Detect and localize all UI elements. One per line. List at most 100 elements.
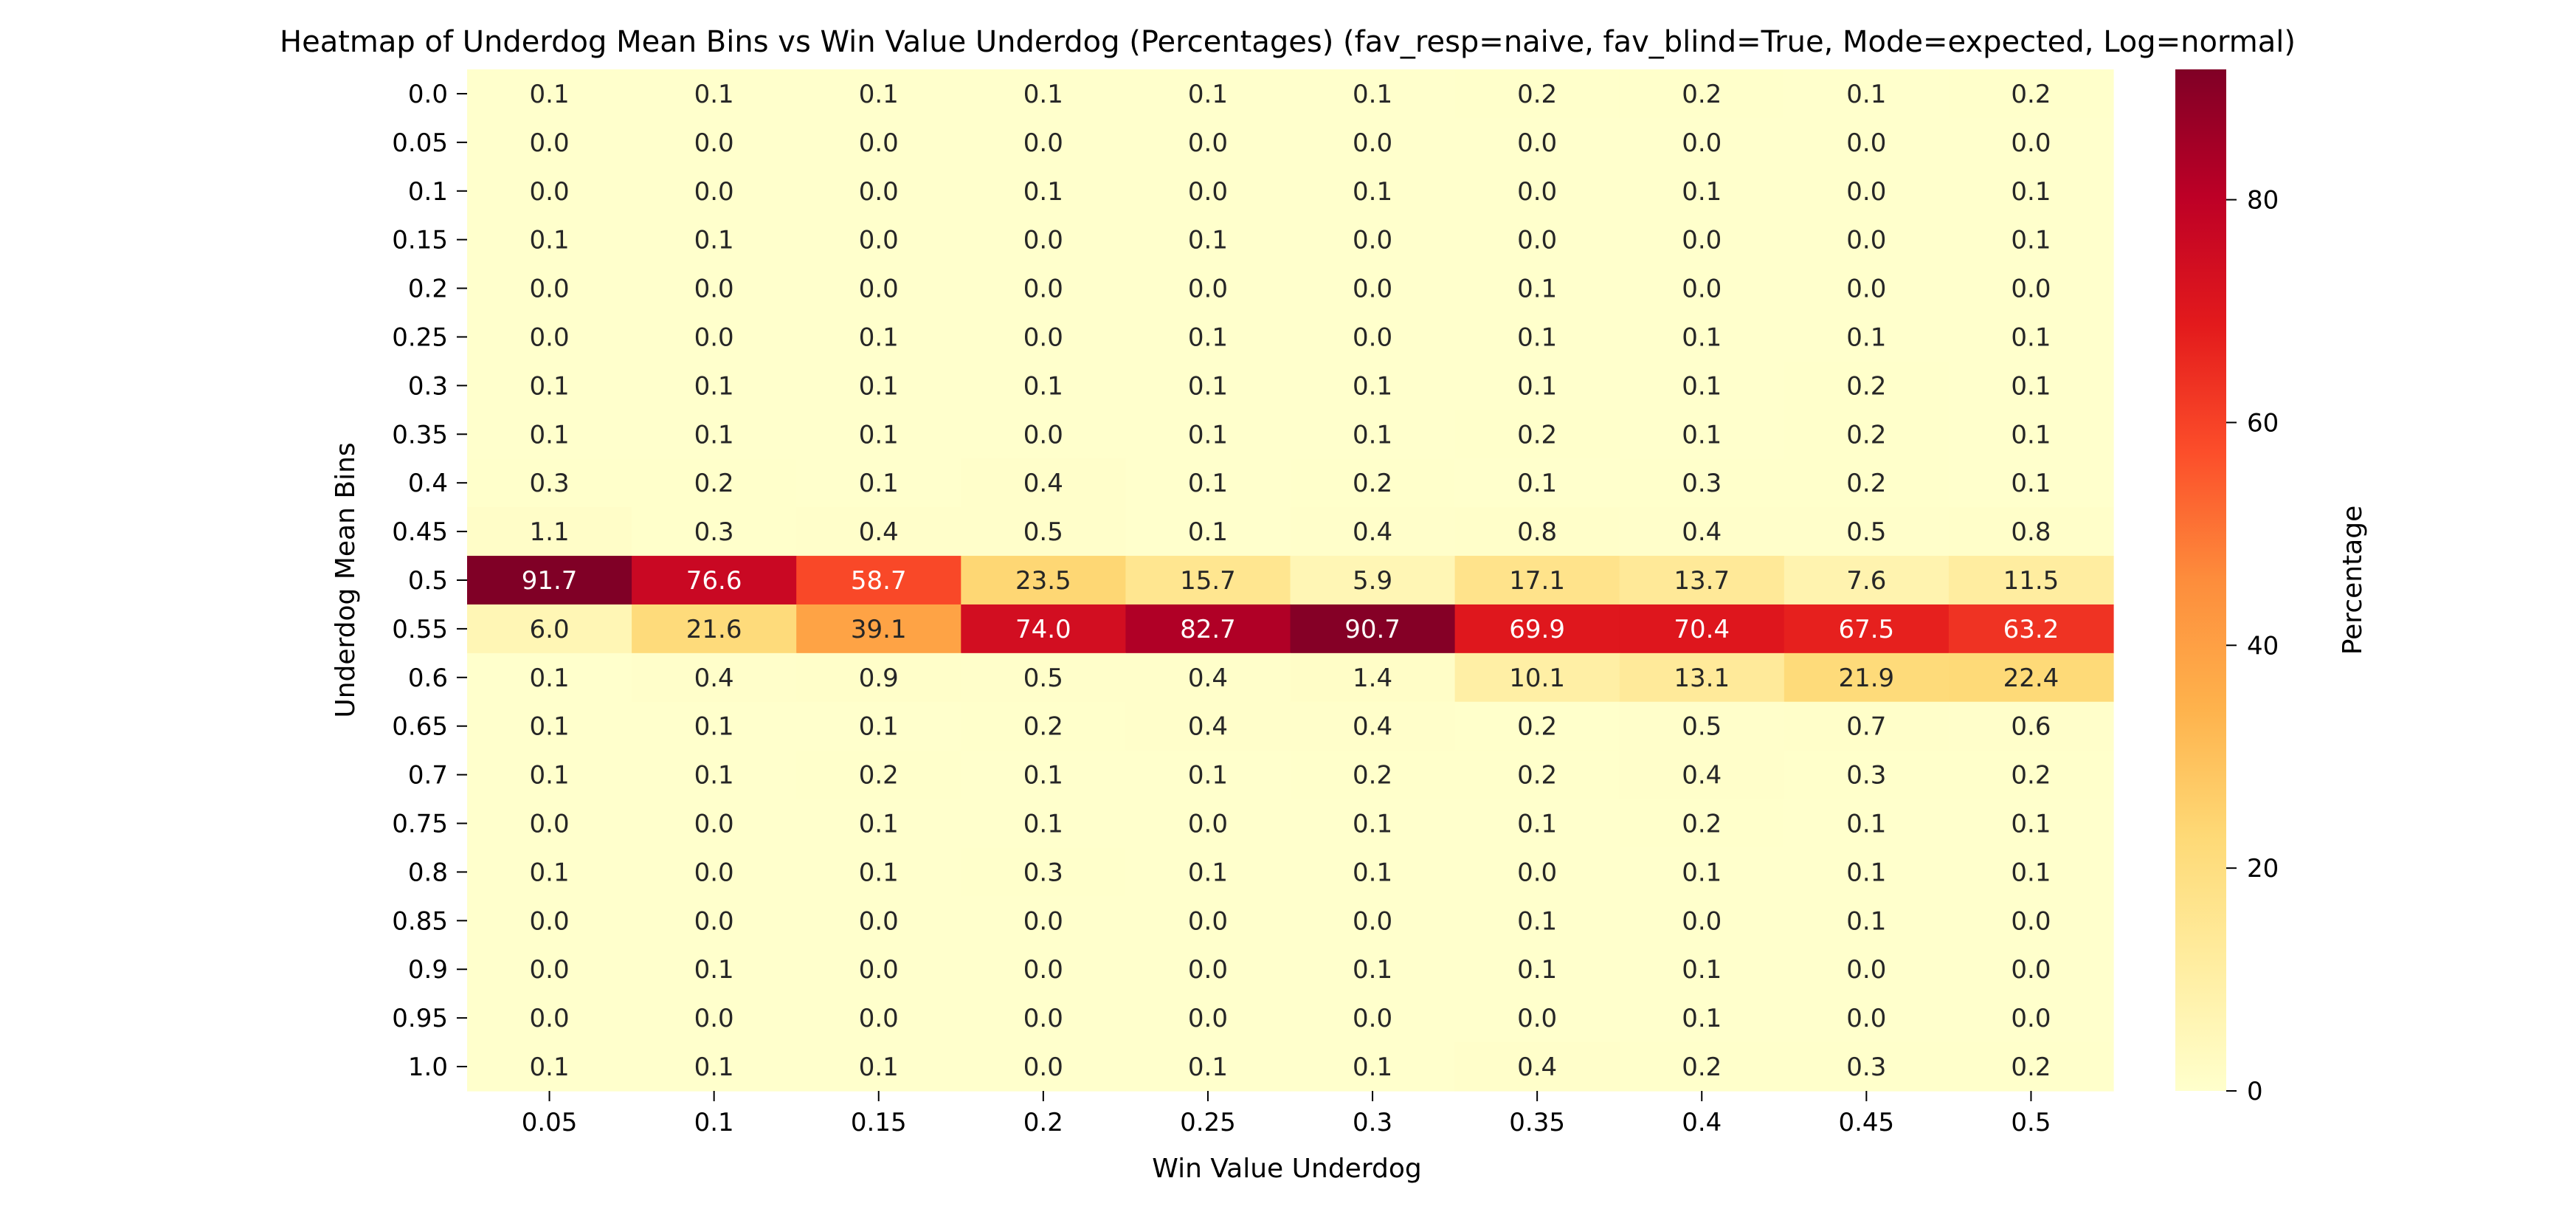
heatmap-cell — [961, 215, 1126, 265]
y-tick-label: 0.4 — [408, 469, 448, 498]
heatmap-cell-label: 0.1 — [1682, 177, 1722, 207]
heatmap-cell — [1948, 945, 2114, 994]
heatmap-cell — [1125, 556, 1291, 605]
heatmap-cell-label: 0.2 — [1023, 712, 1063, 742]
y-tick-label: 0.55 — [392, 615, 448, 644]
heatmap-cell — [1948, 701, 2114, 751]
heatmap-cell — [1290, 507, 1456, 557]
heatmap-cell — [467, 166, 632, 216]
heatmap-cell-label: 0.1 — [1353, 1053, 1392, 1082]
heatmap-cell-label: 0.1 — [1353, 420, 1392, 450]
heatmap-cell — [1619, 945, 1785, 994]
heatmap-cell-label: 0.1 — [1682, 420, 1722, 450]
heatmap-cell — [1783, 410, 1950, 459]
heatmap-cell-label: 58.7 — [851, 566, 907, 596]
heatmap-cell-label: 91.7 — [522, 566, 578, 596]
heatmap-cell — [1125, 799, 1291, 849]
heatmap-cell-label: 0.1 — [1353, 80, 1392, 109]
heatmap-cell — [1783, 652, 1950, 703]
heatmap-cell — [1783, 556, 1950, 605]
heatmap-cell — [632, 312, 797, 362]
heatmap-cell — [1619, 604, 1785, 654]
heatmap-cell — [467, 799, 632, 849]
x-tick-label: 0.15 — [851, 1108, 907, 1137]
heatmap-cell — [1290, 264, 1456, 314]
heatmap-cell — [1290, 701, 1456, 751]
heatmap-cell — [1619, 117, 1785, 168]
heatmap-cell — [961, 361, 1126, 410]
heatmap-cell — [1454, 507, 1620, 557]
heatmap-cell — [632, 701, 797, 751]
heatmap-cell — [1948, 604, 2114, 654]
heatmap-cell-label: 0.2 — [1846, 371, 1886, 401]
heatmap-cell-label: 0.1 — [1023, 177, 1063, 207]
heatmap-cell-label: 0.3 — [1846, 1053, 1886, 1082]
heatmap-cell-label: 0.0 — [859, 128, 899, 158]
heatmap-cell — [1948, 264, 2114, 314]
heatmap-cell — [1290, 410, 1456, 459]
heatmap-cell — [1619, 458, 1785, 508]
x-tick-label: 0.05 — [522, 1108, 578, 1137]
heatmap-cell — [961, 312, 1126, 362]
x-tick-label: 0.1 — [694, 1108, 734, 1137]
heatmap-cell-label: 0.1 — [530, 664, 570, 693]
heatmap-cell-label: 0.1 — [694, 80, 734, 109]
heatmap-cell-label: 39.1 — [851, 615, 907, 644]
heatmap-cell-label: 0.0 — [1846, 226, 1886, 255]
heatmap-cell — [1125, 458, 1291, 508]
heatmap-cell-label: 0.2 — [1682, 1053, 1722, 1082]
heatmap-cell — [1619, 896, 1785, 946]
heatmap-cell — [1948, 69, 2114, 119]
heatmap-cell-label: 0.0 — [530, 128, 570, 158]
heatmap-cell-label: 0.1 — [530, 761, 570, 790]
heatmap-cell — [467, 847, 632, 897]
heatmap-cell — [961, 117, 1126, 168]
heatmap-cell — [1948, 896, 2114, 946]
heatmap-cell-label: 0.1 — [2011, 226, 2051, 255]
heatmap-cell-label: 0.7 — [1846, 712, 1886, 742]
heatmap-cell — [632, 215, 797, 265]
heatmap-cell-label: 23.5 — [1015, 566, 1071, 596]
heatmap-cell — [796, 847, 961, 897]
heatmap-cell-label: 0.0 — [1517, 226, 1557, 255]
heatmap-cell-label: 0.0 — [2011, 275, 2051, 304]
heatmap-cell — [796, 701, 961, 751]
heatmap-cell — [796, 896, 961, 946]
heatmap-cell-label: 0.1 — [530, 1053, 570, 1082]
heatmap-cell — [796, 750, 961, 800]
heatmap-cell-label: 0.0 — [2011, 128, 2051, 158]
heatmap-cell-label: 0.0 — [1846, 177, 1886, 207]
heatmap-cell — [467, 750, 632, 800]
heatmap-cell-label: 0.1 — [1023, 761, 1063, 790]
heatmap-cell-label: 0.1 — [1517, 810, 1557, 839]
heatmap-cell — [467, 896, 632, 946]
heatmap-cell-label: 0.1 — [1682, 323, 1722, 352]
heatmap-cell-label: 0.0 — [859, 177, 899, 207]
heatmap-cell-label: 0.3 — [530, 469, 570, 498]
heatmap-cell — [1619, 410, 1785, 459]
heatmap-cell-label: 0.1 — [530, 420, 570, 450]
heatmap-cell-label: 0.0 — [1682, 275, 1722, 304]
heatmap-cell-label: 0.0 — [1023, 226, 1063, 255]
heatmap-cell-label: 82.7 — [1180, 615, 1236, 644]
heatmap-cell-label: 0.1 — [859, 420, 899, 450]
heatmap-cell — [1948, 166, 2114, 216]
heatmap-cell-label: 0.0 — [1517, 177, 1557, 207]
x-tick-label: 0.45 — [1838, 1108, 1894, 1137]
heatmap-cell-label: 0.2 — [2011, 80, 2051, 109]
y-tick-label: 0.25 — [392, 323, 448, 352]
heatmap-cell-label: 0.4 — [1682, 517, 1722, 547]
heatmap-cell — [1290, 750, 1456, 800]
y-tick-label: 0.5 — [408, 566, 448, 596]
heatmap-cell-label: 0.0 — [1188, 275, 1228, 304]
heatmap-cell-label: 0.0 — [1353, 323, 1392, 352]
heatmap-cell — [1454, 215, 1620, 265]
heatmap-cell — [1454, 945, 1620, 994]
heatmap-cell-labels: 0.1 0.1 0.1 0.1 0.1 0.1 0.2 0.2 0.1 0.2 0.0 0.0 0.0 0… — [522, 80, 2059, 1082]
heatmap-cell — [1454, 556, 1620, 605]
heatmap-cell — [1948, 458, 2114, 508]
heatmap-cell — [1454, 166, 1620, 216]
heatmap-cell — [467, 556, 632, 605]
heatmap-cell-label: 11.5 — [2003, 566, 2059, 596]
heatmap-cell — [1948, 847, 2114, 897]
